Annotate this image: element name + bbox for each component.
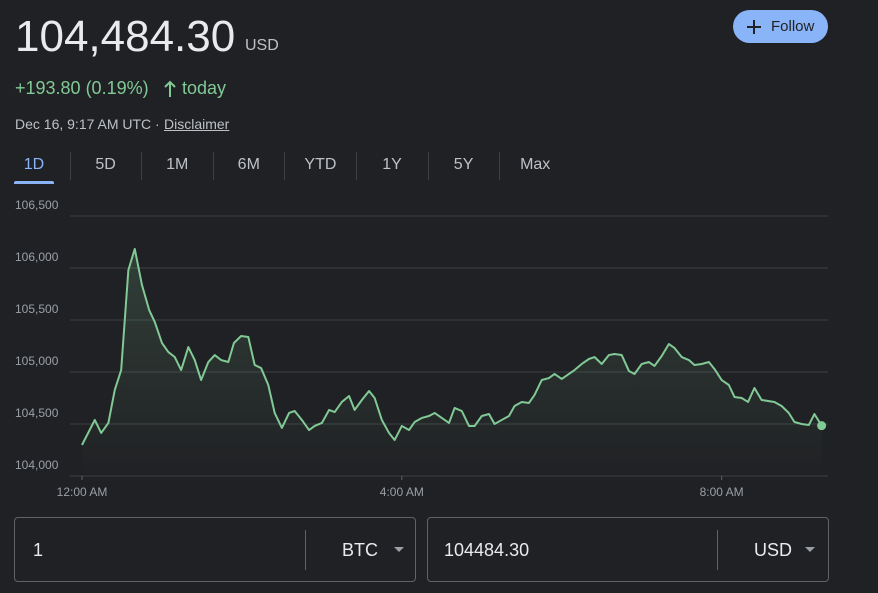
range-tab[interactable]: 1M bbox=[166, 156, 189, 173]
price: 104,484.30 bbox=[15, 12, 236, 61]
tab-separator bbox=[284, 152, 286, 180]
range-tab[interactable]: 5Y bbox=[453, 156, 474, 173]
from-currency[interactable]: BTC bbox=[342, 540, 378, 560]
y-tick-label: 106,000 bbox=[15, 250, 59, 264]
divider bbox=[717, 530, 718, 570]
result-box[interactable]: 104484.30 USD bbox=[427, 517, 829, 582]
up-arrow bbox=[164, 80, 176, 97]
tab-separator bbox=[499, 152, 501, 180]
current-point bbox=[817, 421, 827, 431]
range-tab[interactable]: YTD bbox=[304, 156, 337, 173]
change: +193.80 (0.19%) bbox=[15, 78, 149, 98]
tab-separator bbox=[141, 152, 143, 180]
to-currency[interactable]: USD bbox=[754, 540, 793, 560]
currency: USD bbox=[245, 37, 279, 54]
dropdown-arrow[interactable] bbox=[394, 547, 404, 552]
y-tick-label: 105,500 bbox=[15, 302, 59, 316]
x-tick-label: 4:00 AM bbox=[380, 485, 424, 499]
selected-underline bbox=[14, 181, 54, 184]
tab-separator bbox=[356, 152, 357, 180]
tab-separator bbox=[212, 152, 214, 180]
range-tab[interactable]: 6M bbox=[237, 156, 260, 173]
y-tick-label: 105,000 bbox=[15, 354, 59, 368]
amount[interactable]: 1 bbox=[33, 540, 44, 560]
plus-icon bbox=[747, 20, 761, 34]
x-tick-label: 12:00 AM bbox=[57, 485, 108, 499]
range-tab[interactable]: 5D bbox=[95, 156, 116, 173]
y-tick-label: 104,000 bbox=[15, 458, 59, 472]
tab-separator bbox=[427, 152, 429, 180]
timestamp: Dec 16, 9:17 AM UTC · bbox=[15, 116, 160, 132]
range-tab[interactable]: Max bbox=[520, 156, 551, 173]
disclaimer-link[interactable]: Disclaimer bbox=[164, 116, 230, 132]
range-tab[interactable]: 1Y bbox=[382, 156, 402, 173]
line-area bbox=[81, 248, 822, 476]
change-period: today bbox=[182, 78, 227, 98]
result[interactable]: 104484.30 bbox=[444, 540, 530, 560]
price-line bbox=[81, 247, 823, 446]
chart: 104,000 104,500 105,000 105,500 106,000 106,5… bbox=[15, 198, 828, 499]
y-tick-label: 106,500 bbox=[15, 198, 59, 212]
tab-separator bbox=[69, 152, 71, 180]
divider bbox=[305, 530, 306, 570]
range-tab[interactable]: 1D bbox=[23, 156, 45, 173]
amount-box[interactable]: 1 BTC bbox=[14, 517, 416, 582]
y-tick-label: 104,500 bbox=[15, 406, 59, 420]
x-tick-label: 8:00 AM bbox=[700, 485, 744, 499]
follow-label: Follow bbox=[771, 18, 815, 35]
dropdown-arrow[interactable] bbox=[805, 547, 815, 552]
follow-button[interactable]: Follow bbox=[733, 10, 828, 43]
